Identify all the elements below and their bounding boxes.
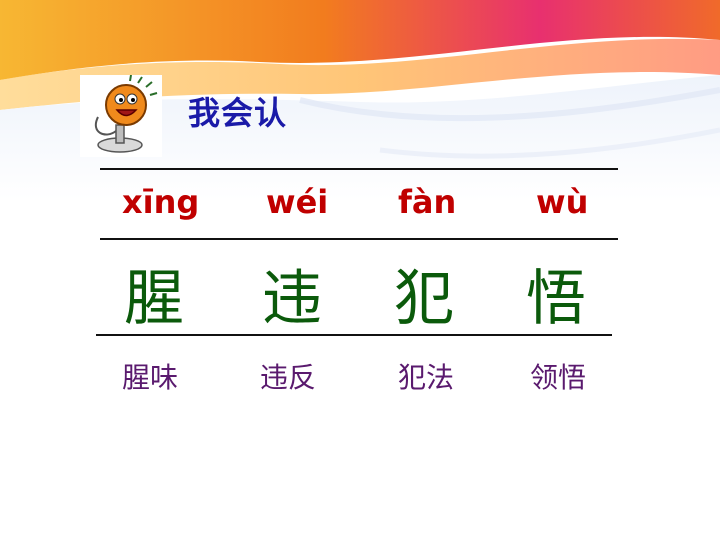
word-2: 违反 bbox=[260, 361, 317, 394]
pinyin-3: fàn bbox=[398, 183, 457, 221]
word-3: 犯法 bbox=[398, 361, 455, 394]
divider-middle bbox=[100, 238, 618, 240]
pinyin-1: xīng bbox=[122, 183, 200, 221]
word-1: 腥味 bbox=[122, 361, 179, 394]
pinyin-4: wù bbox=[536, 183, 589, 221]
character-4: 悟 bbox=[526, 264, 586, 334]
character-2: 违 bbox=[262, 264, 322, 334]
character-3: 犯 bbox=[394, 264, 454, 334]
microphone-mascot-icon bbox=[80, 74, 162, 157]
divider-top bbox=[100, 168, 618, 170]
pinyin-2: wéi bbox=[266, 183, 329, 221]
word-4: 领悟 bbox=[530, 361, 587, 394]
divider-bottom bbox=[96, 334, 612, 336]
section-title: 我会认 bbox=[188, 94, 288, 132]
character-1: 腥 bbox=[124, 264, 184, 334]
